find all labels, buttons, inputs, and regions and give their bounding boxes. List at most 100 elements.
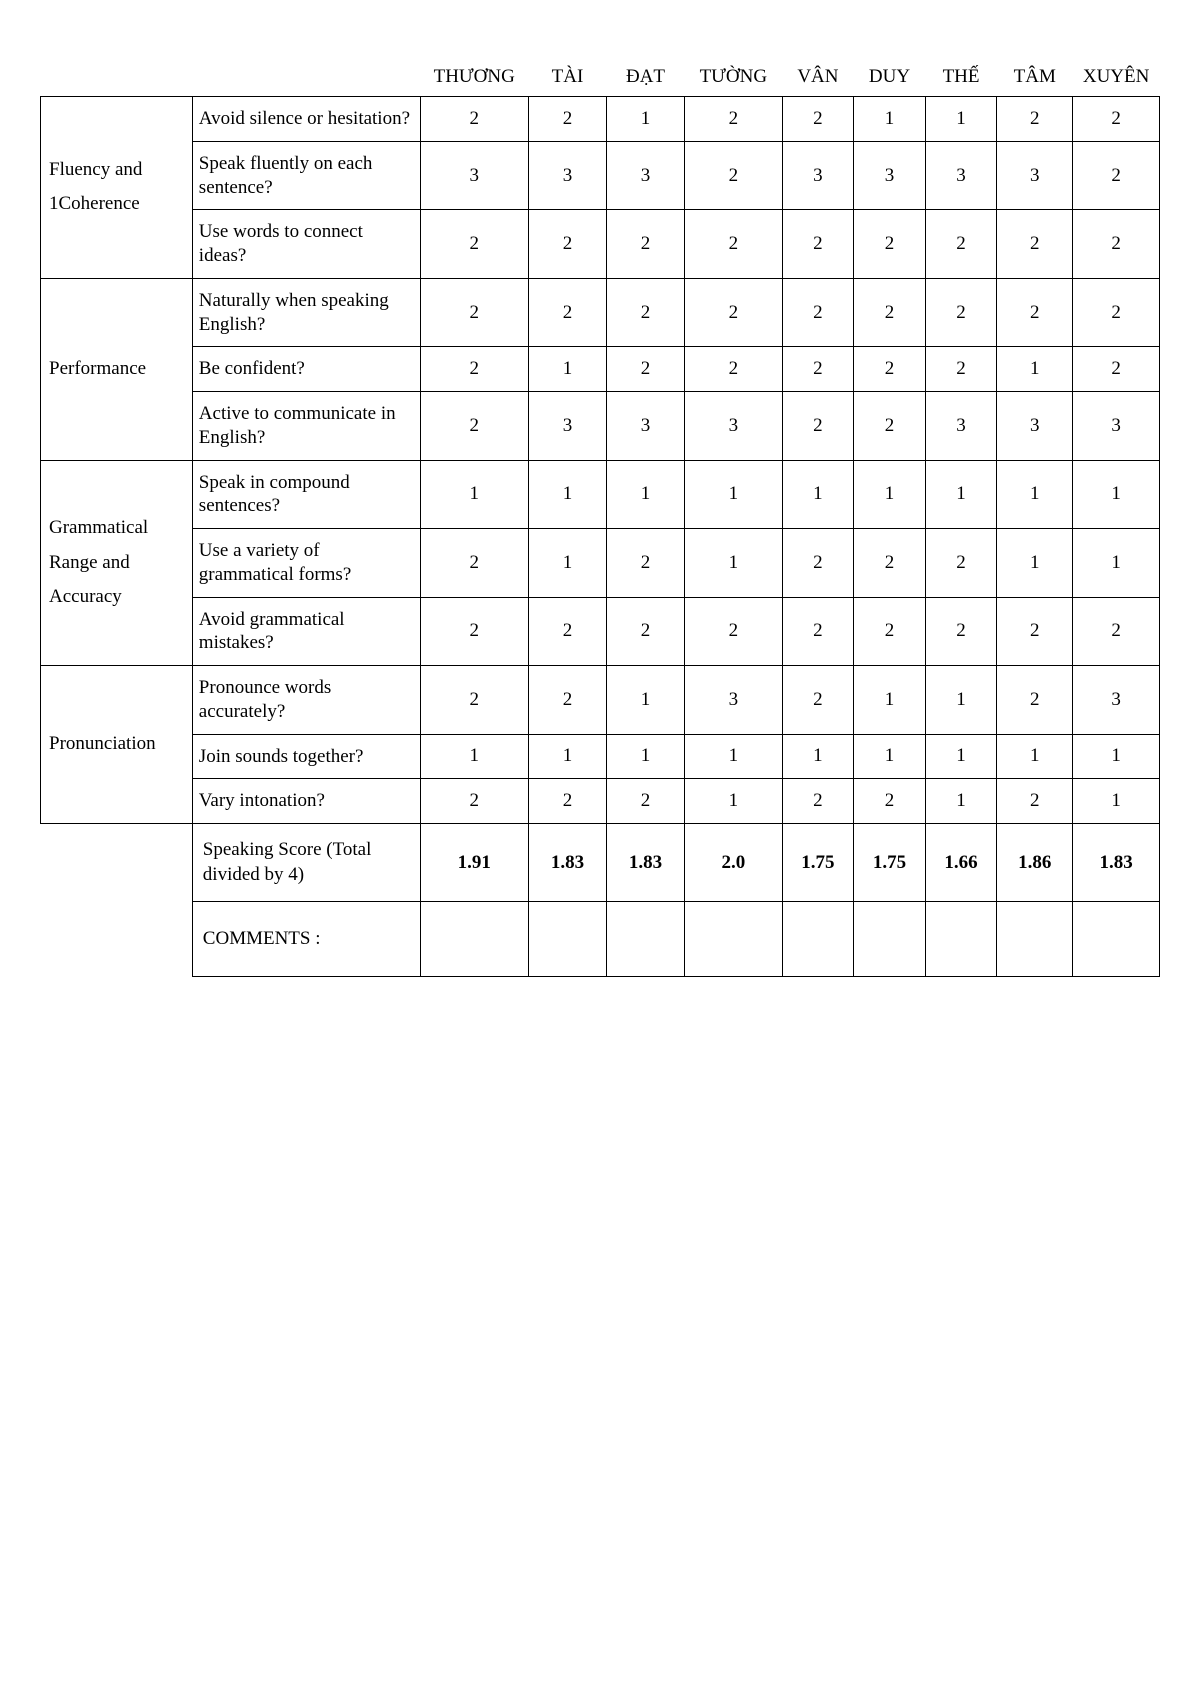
score-cell: 1 [925,779,997,824]
score-cell: 3 [528,141,606,210]
student-header: ĐẠT [606,60,684,97]
score-cell: 1 [606,666,684,735]
table-row: Join sounds together?111111111 [41,734,1160,779]
category-cell: Pronunciation [41,666,193,824]
criterion-cell: Speak in compound sentences? [192,460,420,529]
score-cell: 3 [782,141,854,210]
score-cell: 2 [997,97,1073,142]
speaking-score-value: 1.91 [420,824,528,902]
score-category-blank [41,824,193,977]
score-cell: 3 [606,141,684,210]
score-cell: 1 [854,97,926,142]
table-row: Grammatical Range and AccuracySpeak in c… [41,460,1160,529]
score-cell: 2 [997,779,1073,824]
speaking-score-label: Speaking Score (Total divided by 4) [192,824,420,902]
score-cell: 2 [528,278,606,347]
student-header: TƯỜNG [685,60,783,97]
score-cell: 1 [782,460,854,529]
speaking-score-value: 1.86 [997,824,1073,902]
criterion-cell: Avoid silence or hesitation? [192,97,420,142]
score-cell: 1 [685,529,783,598]
score-cell: 1 [854,460,926,529]
score-cell: 2 [925,210,997,279]
table-row: Speak fluently on each sentence?33323333… [41,141,1160,210]
student-header: TÀI [528,60,606,97]
score-cell: 2 [782,392,854,461]
student-header: THẾ [925,60,997,97]
score-cell: 2 [606,210,684,279]
score-cell: 1 [606,460,684,529]
table-row: Avoid grammatical mistakes?222222222 [41,597,1160,666]
score-cell: 3 [420,141,528,210]
criterion-cell: Vary intonation? [192,779,420,824]
score-cell: 2 [854,392,926,461]
comments-cell [925,902,997,977]
score-cell: 1 [854,666,926,735]
table-row: Be confident?212222212 [41,347,1160,392]
score-cell: 1 [528,460,606,529]
score-cell: 2 [606,347,684,392]
score-cell: 3 [685,392,783,461]
table-row: Fluency and 1CoherenceAvoid silence or h… [41,97,1160,142]
score-cell: 2 [1073,278,1160,347]
score-cell: 1 [1073,734,1160,779]
score-cell: 1 [606,734,684,779]
score-cell: 2 [782,529,854,598]
score-cell: 2 [997,278,1073,347]
comments-cell [854,902,926,977]
comments-label: COMMENTS : [192,902,420,977]
comments-cell [997,902,1073,977]
score-cell: 2 [1073,347,1160,392]
score-cell: 1 [685,734,783,779]
score-cell: 2 [606,597,684,666]
score-cell: 2 [925,529,997,598]
header-blank-criterion [192,60,420,97]
score-cell: 2 [685,210,783,279]
score-cell: 2 [528,210,606,279]
comments-cell [1073,902,1160,977]
comments-cell [606,902,684,977]
speaking-score-value: 1.75 [854,824,926,902]
category-cell: Fluency and 1Coherence [41,97,193,279]
criterion-cell: Join sounds together? [192,734,420,779]
score-cell: 2 [854,779,926,824]
score-cell: 2 [782,278,854,347]
score-cell: 2 [420,278,528,347]
score-cell: 2 [606,529,684,598]
criterion-cell: Active to communicate in English? [192,392,420,461]
score-cell: 2 [685,97,783,142]
criterion-cell: Use words to connect ideas? [192,210,420,279]
speaking-score-value: 1.83 [606,824,684,902]
score-cell: 2 [782,597,854,666]
score-cell: 2 [854,347,926,392]
table-row: Use words to connect ideas?222222222 [41,210,1160,279]
score-cell: 2 [854,597,926,666]
score-cell: 2 [925,597,997,666]
score-cell: 1 [997,529,1073,598]
table-row: PronunciationPronounce words accurately?… [41,666,1160,735]
score-cell: 2 [528,97,606,142]
comments-cell [685,902,783,977]
table-row: PerformanceNaturally when speaking Engli… [41,278,1160,347]
score-cell: 2 [528,597,606,666]
score-cell: 1 [997,460,1073,529]
score-cell: 1 [685,460,783,529]
score-cell: 1 [685,779,783,824]
score-cell: 2 [997,597,1073,666]
score-cell: 2 [420,210,528,279]
score-cell: 2 [782,666,854,735]
score-cell: 2 [685,597,783,666]
score-cell: 3 [606,392,684,461]
comments-row: COMMENTS : [41,902,1160,977]
score-cell: 2 [606,278,684,347]
score-cell: 3 [685,666,783,735]
comments-cell [528,902,606,977]
table-row: Use a variety of grammatical forms?21212… [41,529,1160,598]
score-cell: 2 [685,141,783,210]
comments-cell [420,902,528,977]
score-cell: 2 [420,779,528,824]
score-cell: 3 [1073,666,1160,735]
score-cell: 2 [420,529,528,598]
criterion-cell: Pronounce words accurately? [192,666,420,735]
score-cell: 1 [1073,779,1160,824]
